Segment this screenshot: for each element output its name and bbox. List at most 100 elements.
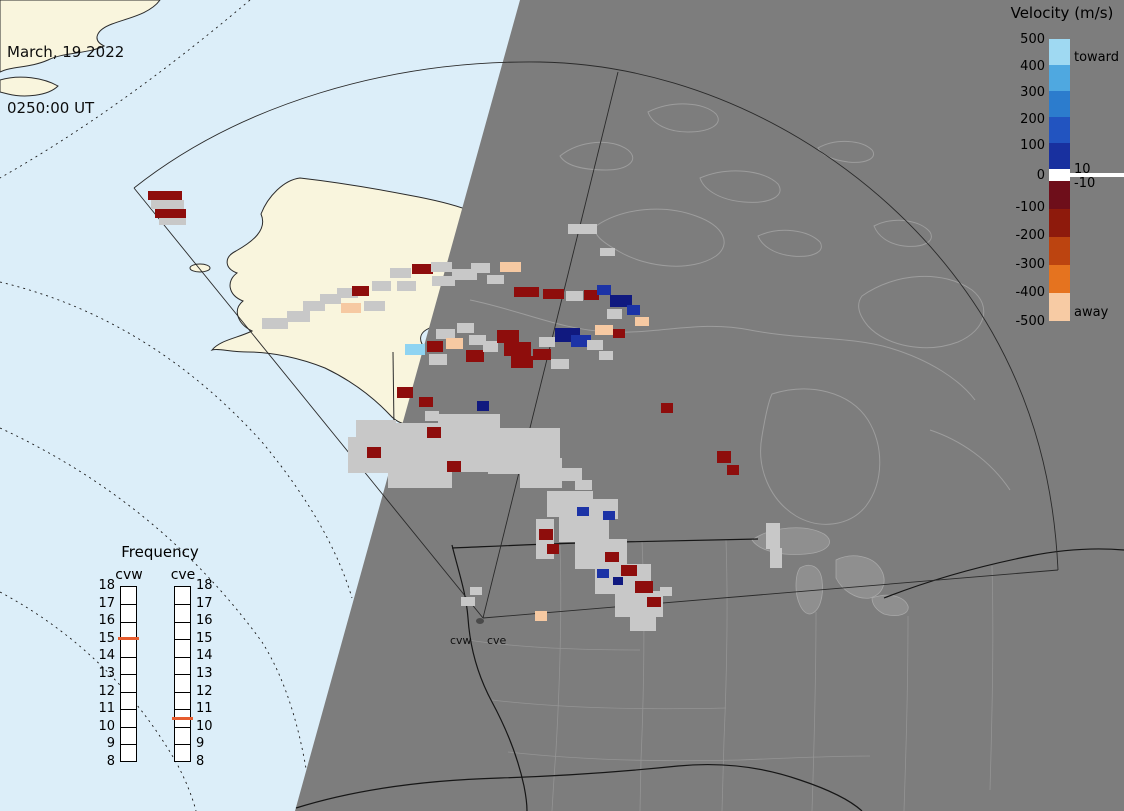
velocity-cell (320, 294, 341, 304)
velocity-cell (566, 291, 583, 301)
velocity-cell (405, 344, 425, 355)
zero-velocity-line (1070, 173, 1124, 177)
frequency-scale-cell (121, 691, 136, 710)
velocity-cell (543, 289, 564, 299)
velocity-cell (461, 597, 475, 606)
colorbar-segment-away (1049, 293, 1070, 321)
velocity-cell (364, 301, 385, 311)
alaska-canada-border (392, 351, 395, 429)
velocity-cell (766, 523, 780, 549)
velocity-cell (470, 587, 482, 595)
velocity-cell (457, 323, 474, 333)
velocity-cell (535, 611, 547, 621)
frequency-tick-cvw: 10 (98, 718, 115, 734)
velocity-cell (447, 461, 461, 472)
date-label: March, 19 2022 (7, 42, 125, 61)
velocity-cell (483, 341, 498, 352)
frequency-scale-cell (121, 587, 136, 604)
velocity-cell (432, 276, 455, 286)
frequency-tick-cve: 9 (196, 736, 205, 752)
toward-label: toward (1074, 50, 1120, 65)
frequency-tick-cve: 8 (196, 754, 205, 769)
frequency-legend: Frequency cvw 18 17 16 15 14 13 12 11 10 9 8 cve 18 17… (80, 543, 250, 783)
velocity-cell (613, 329, 625, 338)
frequency-scale-cell (175, 604, 190, 622)
frequency-scale-cell (175, 744, 190, 762)
time-label: 0250:00 UT (7, 98, 95, 117)
velocity-cell (511, 356, 533, 368)
velocity-cell (647, 597, 661, 607)
velocity-cell (372, 281, 391, 291)
velocity-cell (337, 288, 358, 298)
frequency-tick-cvw: 16 (98, 613, 115, 629)
frequency-tick-cvw: 17 (98, 595, 115, 611)
velocity-cell (613, 577, 623, 585)
frequency-scale-cell (175, 621, 190, 640)
frequency-tick-cvw: 14 (98, 648, 115, 664)
frequency-scale-cell (121, 674, 136, 692)
velocity-cell (446, 338, 463, 349)
frequency-tick-cvw: 8 (106, 754, 115, 769)
colorbar-segment-zero (1049, 169, 1070, 181)
velocity-cell (571, 335, 591, 347)
frequency-scale-cell (175, 656, 190, 675)
frequency-scale-cell (121, 639, 136, 657)
frequency-scale-cell (175, 691, 190, 710)
velocity-cell (427, 427, 441, 438)
velocity-cell (471, 263, 490, 273)
velocity-cell (487, 275, 504, 284)
frequency-tick-cvw: 15 (98, 630, 115, 646)
velocity-cell (397, 281, 416, 291)
away-label: away (1074, 305, 1109, 320)
frequency-tick-cve: 15 (196, 630, 213, 646)
velocity-cell (577, 507, 589, 516)
velocity-tick-label: -200 (1015, 228, 1045, 244)
velocity-cell (431, 262, 452, 272)
velocity-cell (159, 218, 186, 225)
velocity-cell (575, 480, 592, 490)
velocity-cell (568, 224, 597, 234)
frequency-scale-cell (175, 674, 190, 692)
velocity-cell (621, 565, 637, 576)
velocity-cell (727, 465, 739, 475)
velocity-cell (587, 340, 603, 350)
velocity-tick-label: 200 (1020, 111, 1045, 127)
frequency-scale-cell (175, 709, 190, 727)
velocity-tick-label: -400 (1015, 285, 1045, 301)
frequency-scale-cell (121, 726, 136, 745)
date-time-block: March, 19 2022 0250:00 UT (7, 5, 124, 155)
colorbar-segment-away (1049, 209, 1070, 237)
velocity-cell (770, 548, 782, 568)
frequency-scale-cell (121, 604, 136, 622)
frequency-scale-cve (174, 586, 191, 762)
frequency-scale-cell (121, 744, 136, 762)
night-region (295, 0, 1124, 811)
velocity-cell (607, 309, 622, 319)
velocity-cell (469, 335, 486, 345)
frequency-scale-cell (175, 587, 190, 604)
siberia-coast-2 (0, 76, 59, 97)
velocity-cell (412, 264, 433, 274)
velocity-cell (584, 290, 599, 300)
velocity-tick-label: 300 (1020, 85, 1045, 101)
colorbar-segment-toward (1049, 143, 1070, 169)
velocity-cell (610, 295, 632, 307)
velocity-cell (551, 359, 569, 369)
colorbar-segment-toward (1049, 91, 1070, 117)
velocity-cell (600, 248, 615, 256)
velocity-cell (356, 420, 396, 446)
velocity-tick-label: -300 (1015, 256, 1045, 272)
frequency-marker-cvw (118, 637, 139, 641)
frequency-scale-cell (121, 656, 136, 675)
minus-ten-label: -10 (1074, 176, 1096, 191)
velocity-cell (151, 200, 184, 209)
us-coast-and-border (295, 538, 1124, 811)
velocity-cell (367, 447, 381, 458)
velocity-legend-title: Velocity (m/s) (1010, 4, 1114, 22)
colorbar-segment-away (1049, 237, 1070, 265)
velocity-cells-layer (148, 191, 782, 631)
colorbar-segment-toward (1049, 65, 1070, 91)
frequency-scale-cell (121, 709, 136, 727)
frequency-tick-cvw: 13 (98, 666, 115, 681)
